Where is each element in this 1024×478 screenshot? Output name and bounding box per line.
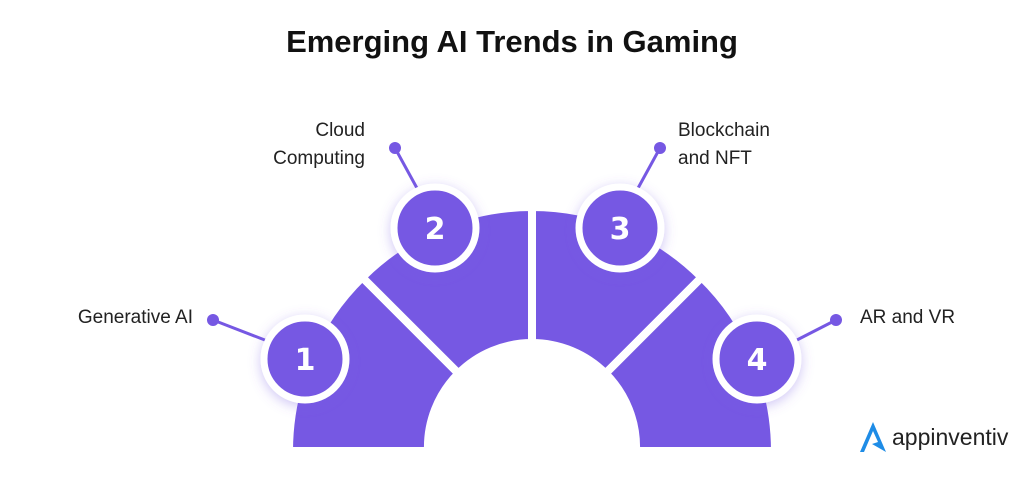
appinventiv-logo: appinventiv bbox=[858, 420, 1008, 454]
connector-2 bbox=[393, 147, 420, 191]
label-line: Generative AI bbox=[77, 307, 193, 328]
label-line: and NFT bbox=[678, 148, 752, 169]
connector-3 bbox=[635, 147, 662, 191]
connector-dot-3 bbox=[654, 142, 666, 154]
label-line: Blockchain bbox=[678, 120, 770, 141]
label-line: Cloud bbox=[315, 120, 365, 141]
label-line: AR and VR bbox=[860, 307, 956, 328]
page-title: Emerging AI Trends in Gaming bbox=[286, 24, 738, 59]
badge-number-4: 4 bbox=[747, 343, 768, 378]
connector-dot-1 bbox=[207, 314, 219, 326]
connector-dot-4 bbox=[830, 314, 842, 326]
badge-number-3: 3 bbox=[610, 212, 631, 247]
badge-3 bbox=[575, 183, 665, 273]
badge-number-2: 2 bbox=[425, 212, 446, 247]
label-ar-vr: AR and VR bbox=[860, 304, 955, 332]
label-line: Computing bbox=[273, 148, 365, 169]
connector-1 bbox=[212, 318, 271, 344]
connector-4 bbox=[792, 318, 837, 344]
badge-2 bbox=[390, 183, 480, 273]
logo-mark-icon bbox=[860, 422, 886, 452]
label-cloud-computing: Cloud Computing bbox=[273, 117, 365, 173]
badge-number-1: 1 bbox=[295, 343, 316, 378]
badge-4 bbox=[712, 314, 802, 404]
label-generative-ai: Generative AI bbox=[78, 304, 193, 332]
label-blockchain-nft: Blockchain and NFT bbox=[678, 117, 770, 173]
connector-dot-2 bbox=[389, 142, 401, 154]
logo-text: appinventiv bbox=[892, 423, 1009, 450]
badge-1 bbox=[260, 314, 350, 404]
